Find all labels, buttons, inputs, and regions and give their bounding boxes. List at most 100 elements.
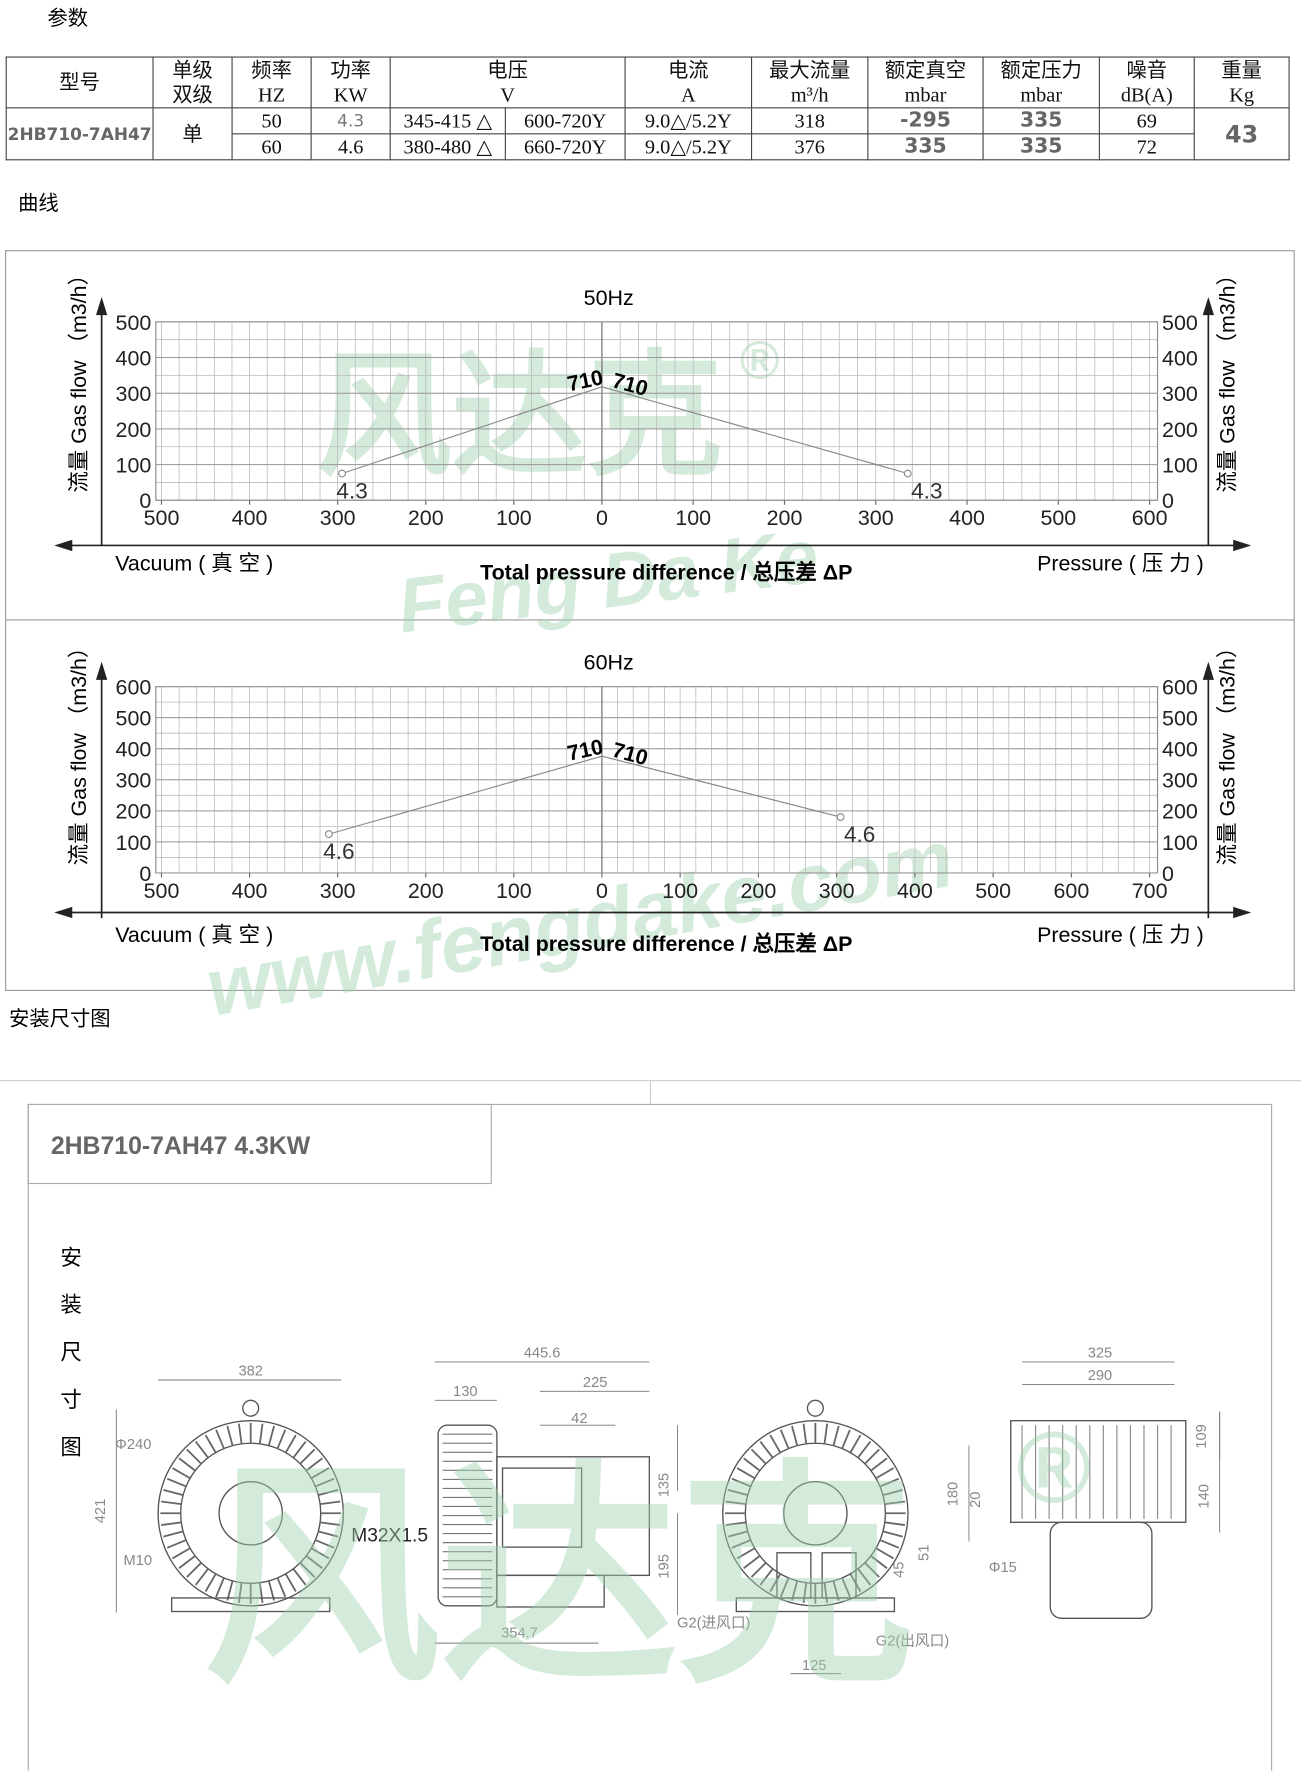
dimension-label: 135: [657, 1473, 673, 1497]
x-axis-title: Total pressure difference / 总压差 ΔP: [480, 931, 852, 956]
x-tick-label: 500: [975, 879, 1011, 903]
fin: [215, 1429, 225, 1449]
dimension-label: 130: [453, 1384, 477, 1400]
fin: [743, 1457, 761, 1472]
fin: [315, 1539, 335, 1549]
table-cell: 69: [1098, 107, 1195, 135]
fin: [791, 1425, 799, 1446]
housing: [157, 1419, 344, 1607]
y-tick-label: 300: [116, 382, 152, 406]
y2-tick-label: 100: [1162, 453, 1198, 477]
header-cell: 额定真空: [867, 56, 984, 83]
fin: [841, 1577, 851, 1598]
header-cell: V: [389, 82, 626, 109]
y2-tick-label: 0: [1162, 862, 1174, 886]
fin: [163, 1489, 184, 1497]
y-tick-label: 300: [116, 769, 152, 793]
y-tick-label: 100: [116, 453, 152, 477]
fin: [318, 1530, 339, 1538]
fin: [823, 1423, 829, 1444]
table-cell: 50: [231, 107, 312, 135]
curve: [601, 755, 841, 818]
fin: [870, 1555, 888, 1569]
fin: [166, 1539, 187, 1549]
fin: [823, 1582, 829, 1603]
header-cell: 单级: [152, 56, 233, 83]
x-axis-title: Total pressure difference / 总压差 ΔP: [480, 559, 852, 584]
x-tick-label: 0: [596, 879, 608, 903]
vacuum-label: Vacuum ( 真 空 ): [115, 551, 273, 575]
table-row: 60 4.6 380-480 △ 660-720Y 9.0△/5.2Y 376 335 335…: [6, 133, 1289, 161]
fin: [258, 1423, 264, 1444]
table-cell: 318: [750, 107, 869, 135]
table-cell: 335: [982, 133, 1100, 161]
section-title: 参数: [47, 7, 88, 30]
x-tick-label: 300: [320, 879, 356, 903]
table-cell: 376: [750, 133, 869, 161]
header-cell: Kg: [1193, 82, 1290, 109]
x-tick-label: 0: [596, 506, 608, 530]
y2-tick-label: 400: [1162, 738, 1198, 762]
fin: [882, 1489, 903, 1497]
x-tick-label: 600: [1053, 879, 1089, 903]
fin: [276, 1577, 287, 1598]
x-tick-label: 400: [232, 506, 268, 530]
right-motor: [1049, 1521, 1153, 1619]
housing: [722, 1419, 909, 1607]
fin: [305, 1457, 323, 1472]
dimension-label: G2(出风口): [876, 1632, 949, 1649]
y-tick-label: 0: [139, 489, 151, 513]
section-title: 安装尺寸图: [9, 1007, 111, 1030]
fin: [305, 1555, 323, 1569]
fin: [759, 1568, 774, 1586]
x-tick-label: 400: [232, 879, 268, 903]
header-cell: m³/h: [750, 82, 869, 109]
x-tick-label: 100: [496, 879, 532, 903]
dimension-label: G2(进风口): [677, 1614, 750, 1631]
fin: [736, 1547, 756, 1560]
y-tick-label: 100: [116, 831, 152, 855]
y2-tick-label: 500: [1162, 707, 1198, 731]
y-tick-label: 400: [116, 346, 152, 370]
side-label-char: 装: [60, 1293, 81, 1317]
fin: [849, 1434, 862, 1454]
header-cell: 最大流量: [750, 56, 869, 83]
y-tick-label: 200: [116, 800, 152, 824]
y-tick-label: 500: [116, 311, 152, 335]
fin: [178, 1457, 196, 1472]
fin: [178, 1555, 196, 1569]
eyebolt: [242, 1399, 260, 1417]
table-cell: 2HB710-7AH47: [5, 107, 154, 161]
fin: [226, 1425, 234, 1446]
x-tick-label: 200: [741, 879, 777, 903]
vacuum-label: Vacuum ( 真 空 ): [115, 923, 273, 947]
table-cell: 72: [1098, 133, 1195, 161]
dimension-label: 290: [1088, 1368, 1112, 1384]
dimension-label: 195: [657, 1554, 673, 1578]
dimension-label: Φ240: [115, 1437, 151, 1453]
port: [821, 1552, 857, 1599]
x-tick-label: 100: [662, 879, 698, 903]
fin: [736, 1467, 756, 1480]
fin: [172, 1547, 191, 1560]
x-tick-label: 300: [858, 506, 894, 530]
dimension-label: 42: [571, 1411, 587, 1427]
peak-label: 710: [610, 738, 651, 770]
fin: [791, 1580, 799, 1601]
fin: [884, 1500, 906, 1506]
y2-tick-label: 0: [1162, 489, 1174, 513]
fin: [769, 1573, 782, 1592]
fin: [238, 1582, 243, 1603]
y2-axis-title: 流量 Gas flow （m3/h）: [1215, 637, 1239, 866]
fin: [172, 1467, 191, 1480]
fin: [292, 1568, 307, 1586]
table-cell: 9.0△/5.2Y: [624, 133, 753, 161]
eyebolt: [806, 1399, 824, 1417]
curve-point: [903, 469, 912, 478]
fin: [802, 1423, 808, 1444]
fin: [870, 1457, 888, 1472]
fin: [759, 1441, 774, 1459]
